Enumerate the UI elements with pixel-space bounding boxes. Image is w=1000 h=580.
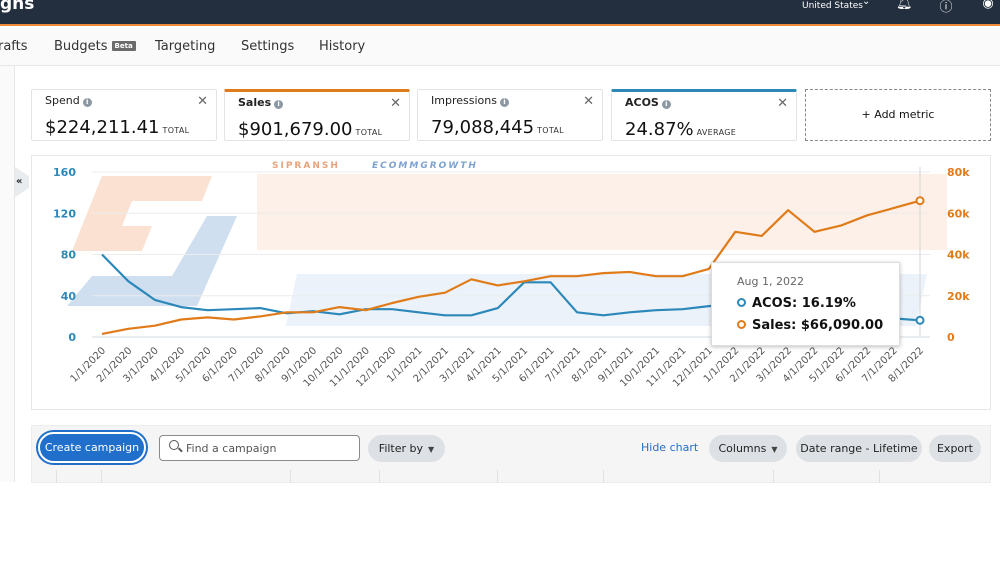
close-icon[interactable]: ✕ [390,96,401,111]
columns-button[interactable]: Columns ▼ [709,435,787,462]
metric-value: 79,088,445 TOTAL [431,117,564,138]
top-bar: gns United States ⌄ 🔔︎ ⓘ ◉ [0,0,1000,26]
collapse-sidebar-button[interactable]: « [15,167,29,197]
tooltip-sales-value: Sales: $66,090.00 [752,318,884,333]
metric-value-text: $901,679.00 [238,119,353,140]
close-icon[interactable]: ✕ [583,94,594,109]
info-icon[interactable]: i [499,98,509,107]
chart-tooltip: Aug 1, 2022 ACOS: 16.19% Sales: $66,090.… [711,262,900,346]
table-column-divider [101,470,102,483]
filter-by-button[interactable]: Filter by ▼ [368,435,445,462]
chevron-down-icon: ▼ [428,445,435,454]
watermark-text: SIPRANSH [272,161,340,171]
table-column-divider [290,470,291,483]
right-axis-tick-label: 0 [947,331,955,344]
acos-marker-icon [737,298,746,307]
metric-name: ACOS i [625,96,671,109]
table-column-divider [56,470,57,483]
watermark-band [257,174,947,250]
left-axis-tick-label: 0 [68,331,76,344]
metric-name-text: Impressions [431,94,497,107]
metric-name: Impressions i [431,94,509,107]
tab-budgets[interactable]: Budgets Beta [54,39,136,54]
create-campaign-button[interactable]: Create campaign [38,432,146,463]
tab-targeting[interactable]: Targeting [155,39,216,54]
metric-card-acos[interactable]: ACOS i ✕ 24.87% AVERAGE [611,89,797,141]
add-metric-button[interactable]: + Add metric [805,89,991,141]
right-axis-tick-label: 80k [947,166,970,179]
left-axis-tick-label: 160 [53,166,76,179]
tab-settings[interactable]: Settings [241,39,295,54]
data-point-acos [915,315,925,325]
metric-value-text: 79,088,445 [431,117,535,138]
right-axis-tick-label: 20k [947,290,970,303]
close-icon[interactable]: ✕ [777,96,788,111]
metric-value: $901,679.00 TOTAL [238,119,382,140]
metric-unit: TOTAL [355,128,383,137]
tab-drafts[interactable]: rafts [0,39,28,54]
beta-badge: Beta [111,41,136,51]
metric-unit: AVERAGE [696,128,737,137]
metric-card-sales[interactable]: Sales i ✕ $901,679.00 TOTAL [224,89,410,141]
page-title: gns [0,0,35,14]
metric-value: $224,211.41 TOTAL [45,117,189,138]
series-line-sales [101,199,921,335]
campaign-search[interactable] [159,435,360,461]
metric-name: Sales i [238,96,284,109]
sales-marker-icon [737,320,746,329]
metric-unit: TOTAL [537,126,564,135]
tooltip-acos: ACOS: 16.19% [737,296,856,311]
tooltip-acos-value: ACOS: 16.19% [752,296,856,311]
table-column-divider [879,470,880,483]
metric-unit: TOTAL [162,126,190,135]
hide-chart-link[interactable]: Hide chart [641,441,699,454]
metric-name: Spend i [45,94,92,107]
metric-value-text: 24.87% [625,119,694,140]
account-icon[interactable]: ◉ [982,0,994,11]
table-column-divider [773,470,774,483]
info-icon[interactable]: i [82,98,92,107]
tab-budgets-label: Budgets [54,39,108,54]
left-axis-tick-label: 120 [53,207,76,220]
metric-card-spend[interactable]: Spend i ✕ $224,211.41 TOTAL [31,89,217,141]
info-icon[interactable]: i [274,100,284,109]
bell-icon[interactable]: 🔔︎ [896,0,913,11]
search-icon [169,440,179,450]
metric-name-text: Spend [45,94,80,107]
left-rail [0,66,15,482]
table-column-divider [603,470,604,483]
info-icon[interactable]: i [661,100,671,109]
metric-value: 24.87% AVERAGE [625,119,736,140]
tooltip-date: Aug 1, 2022 [737,275,804,288]
data-point-sales [915,196,925,206]
tooltip-sales: Sales: $66,090.00 [737,318,883,333]
help-icon[interactable]: ⓘ [939,0,953,15]
watermark-logo [67,216,237,306]
columns-label: Columns [718,442,767,455]
table-column-divider [379,470,380,483]
metric-card-impressions[interactable]: Impressions i ✕ 79,088,445 TOTAL [417,89,603,141]
left-axis-tick-label: 80 [61,249,77,262]
filter-by-label: Filter by [378,442,424,455]
metric-name-text: Sales [238,96,272,109]
marketplace-selector[interactable]: United States [802,1,863,11]
left-axis-tick-label: 40 [61,290,77,303]
chevron-down-icon[interactable]: ⌄ [862,0,871,7]
close-icon[interactable]: ✕ [197,94,208,109]
metric-value-text: $224,211.41 [45,117,160,138]
search-input[interactable] [186,439,356,457]
watermark-logo [72,176,212,251]
right-axis-tick-label: 40k [947,249,970,262]
tab-history[interactable]: History [319,39,366,54]
nav-tabs: rafts Budgets Beta Targeting Settings His… [0,28,1000,66]
right-axis-tick-label: 60k [947,207,970,220]
chevron-down-icon: ▼ [771,445,778,454]
export-button[interactable]: Export [929,435,981,462]
date-range-button[interactable]: Date range - Lifetime [796,435,922,462]
table-column-divider [497,470,498,483]
watermark-text: ECOMMGROWTH [372,161,478,171]
metric-name-text: ACOS [625,96,659,109]
